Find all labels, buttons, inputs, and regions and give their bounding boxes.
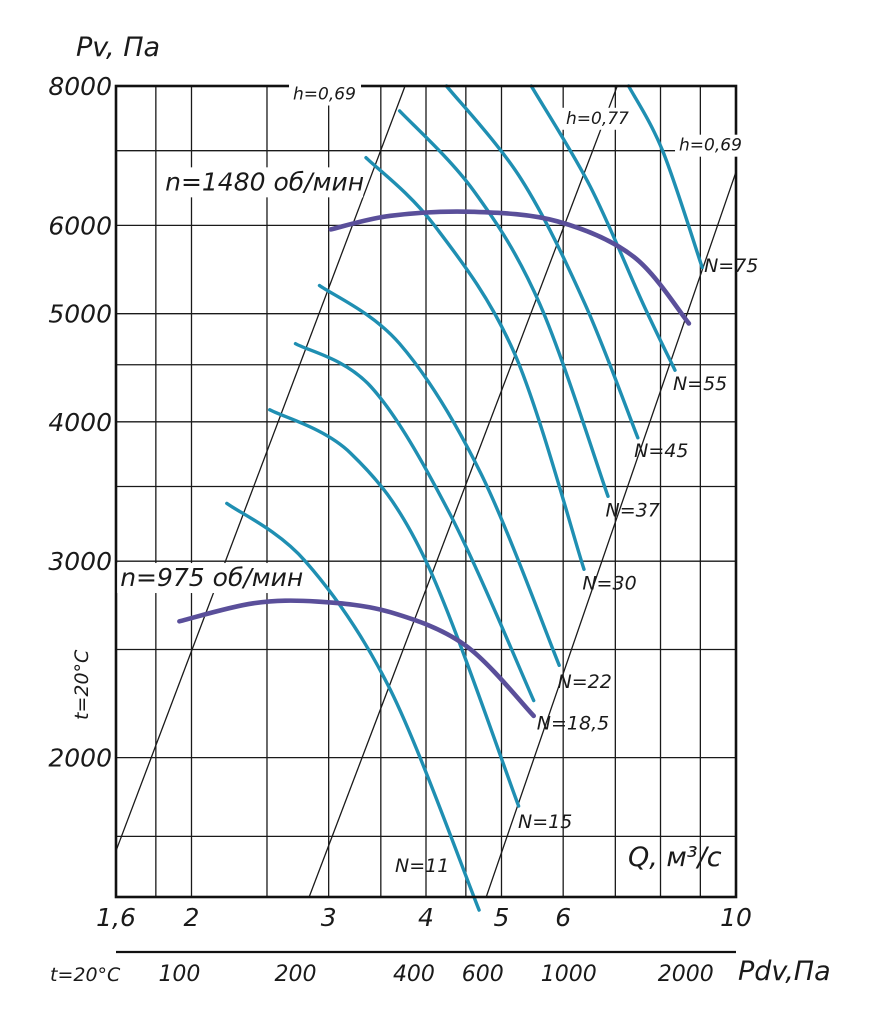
efficiency-label-bg <box>289 83 362 106</box>
power-label: N=11 <box>395 855 449 877</box>
y-tick-label: 5000 <box>48 300 112 329</box>
speed-label-bg <box>117 563 304 594</box>
y-tick-label: 4000 <box>48 408 112 437</box>
x-axis-title: Q, м³/с <box>628 842 722 873</box>
pdv-tick-label: 200 <box>275 962 317 987</box>
pdv-tick-label: 100 <box>158 962 200 987</box>
y-side-temp-label: t=20°C <box>71 649 93 720</box>
speed-label: n=975 об/мин <box>120 563 303 592</box>
power-curve <box>529 84 677 372</box>
pdv-tick-label: 400 <box>393 962 435 987</box>
power-curves <box>225 84 704 912</box>
x-tick-label: 4 <box>418 903 434 932</box>
plot-frame <box>114 84 738 899</box>
power-label: N=55 <box>673 373 727 395</box>
efficiency-label-bg <box>675 134 748 157</box>
x-tick-label: 3 <box>321 903 337 932</box>
power-curve <box>293 342 536 703</box>
speed-label: n=1480 об/мин <box>165 167 364 196</box>
efficiency-lines <box>115 85 737 898</box>
pdv-temp-label: t=20°C <box>50 964 121 986</box>
speed-curve <box>177 598 536 719</box>
x-tick-label: 2 <box>184 903 200 932</box>
curve-labels: h=0,69 h=0,77 h=0,69 n=1480 об/мин n=975 об/… <box>117 83 758 877</box>
pdv-tick-label: 1000 <box>541 962 597 987</box>
speed-label-bg <box>162 167 364 198</box>
x-tick-label: 10 <box>720 903 752 932</box>
speed-curve <box>328 209 692 326</box>
power-curve <box>364 156 586 571</box>
pdv-tick-label: 2000 <box>658 962 714 987</box>
power-label: N=37 <box>606 499 660 521</box>
y-axis-title: Pv, Па <box>76 32 160 63</box>
x-tick-label: 5 <box>494 903 510 932</box>
power-curve <box>225 501 481 912</box>
power-curve <box>268 408 521 808</box>
x-tick-label: 1,6 <box>96 903 136 932</box>
y-tick-label: 3000 <box>48 547 112 576</box>
power-label: N=30 <box>582 572 636 594</box>
y-tick-label: 2000 <box>48 744 112 773</box>
speed-curves <box>177 209 692 719</box>
y-tick-label: 8000 <box>48 72 112 101</box>
efficiency-line <box>115 85 406 852</box>
power-label: N=22 <box>557 671 611 693</box>
power-label: N=15 <box>518 811 572 833</box>
pdv-axis: 100 200 400 600 1000 2000 <box>158 962 713 987</box>
power-label: N=45 <box>634 440 688 462</box>
power-curve <box>397 109 610 498</box>
efficiency-line <box>485 171 737 898</box>
efficiency-label: h=0,69 <box>679 136 742 156</box>
power-curve <box>444 84 640 440</box>
power-curve <box>626 84 704 270</box>
x-tick-label: 6 <box>555 903 571 932</box>
tick-labels: 2000 3000 4000 5000 6000 8000 1,6 2 3 4 5 6 10 <box>48 72 752 932</box>
power-label: N=75 <box>704 255 758 277</box>
efficiency-label-bg <box>561 107 634 130</box>
pdv-axis-title: Pdv,Па <box>738 956 831 987</box>
efficiency-line <box>308 85 618 898</box>
efficiency-label: h=0,77 <box>566 109 629 129</box>
pdv-tick-label: 600 <box>462 962 504 987</box>
efficiency-label: h=0,69 <box>293 85 356 105</box>
power-label: N=18,5 <box>537 712 609 734</box>
y-tick-label: 6000 <box>48 211 112 240</box>
power-curve <box>317 283 561 667</box>
